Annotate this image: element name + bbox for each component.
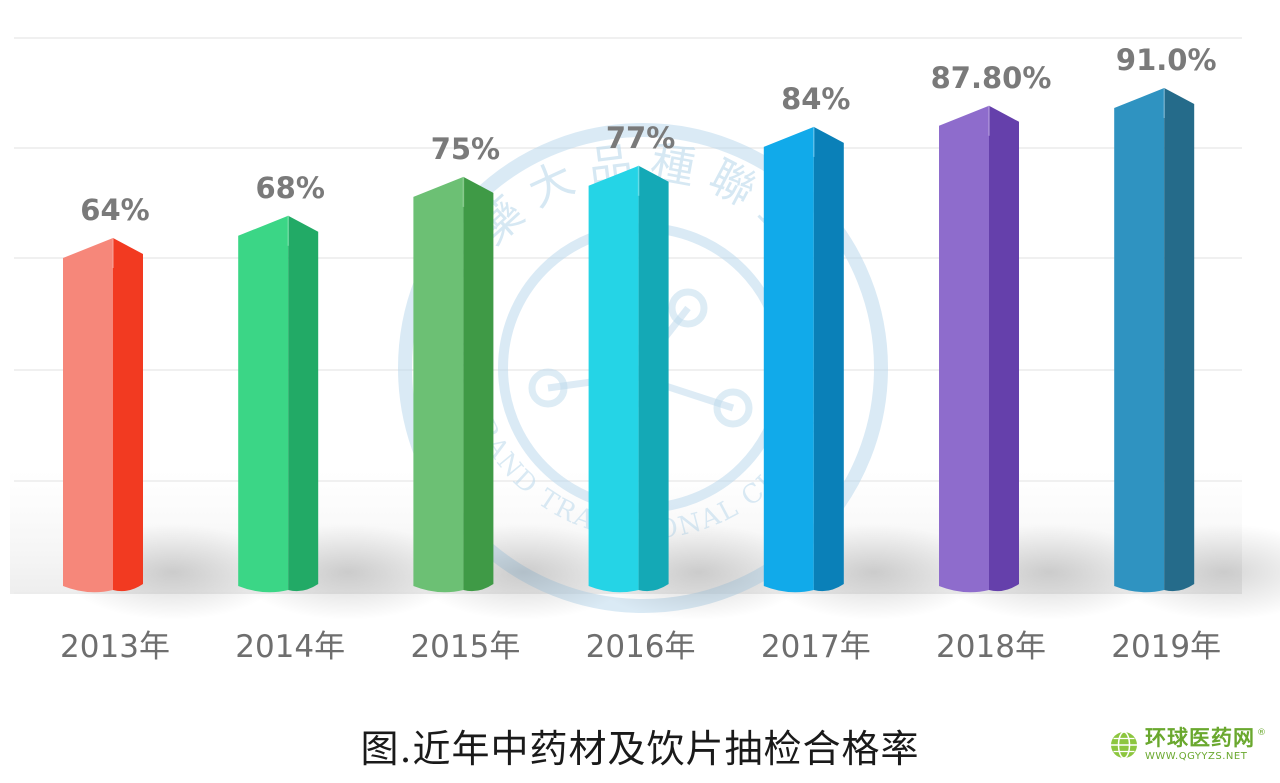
- x-tick-label: 2018年: [936, 629, 1046, 665]
- bar-side-face: [989, 105, 1019, 592]
- bar-2015年: [413, 176, 494, 593]
- brand-name: 环球医药网: [1145, 726, 1255, 750]
- registered-mark: ®: [1257, 728, 1266, 738]
- chart-title: 图.近年中药材及饮片抽检合格率: [360, 727, 920, 771]
- globe-icon: [1111, 731, 1137, 759]
- bar-side-face: [463, 176, 494, 592]
- data-label: 75%: [431, 132, 500, 166]
- x-tick-label: 2014年: [235, 629, 345, 665]
- x-tick-label: 2019年: [1111, 629, 1221, 665]
- molecule-node: [528, 368, 568, 408]
- bar-side-face: [113, 238, 143, 592]
- bar-front-face: [63, 238, 113, 593]
- bar-chart: 中藥大品種聯盟BIG BRAND TRADITIONAL CHINESE MED…: [0, 0, 1280, 665]
- x-tick-label: 2013年: [60, 629, 170, 665]
- bar-front-face: [413, 176, 464, 593]
- bar-2013年: [63, 238, 143, 593]
- data-label: 87.80%: [931, 61, 1052, 95]
- bar-front-face: [939, 105, 989, 593]
- bar-2016年: [588, 165, 669, 593]
- bar-2017年: [763, 126, 844, 593]
- data-label: 84%: [781, 82, 850, 116]
- bar-front-face: [588, 165, 639, 593]
- bar-front-face: [763, 126, 814, 593]
- bars: [63, 88, 1195, 593]
- brand-url: WWW.QGYYZS.NET: [1145, 751, 1248, 762]
- bar-front-face: [1114, 88, 1165, 593]
- data-labels: 64% 68% 75% 77% 84% 87.80% 91.0%: [80, 43, 1216, 227]
- x-axis-ticks: 2013年 2014年 2015年 2016年 2017年 2018年 2019年: [60, 629, 1221, 665]
- bar-2019年: [1114, 88, 1195, 593]
- data-label: 64%: [80, 193, 149, 227]
- x-tick-label: 2015年: [410, 629, 520, 665]
- bar-side-face: [638, 165, 669, 592]
- x-tick-label: 2017年: [761, 629, 871, 665]
- brand-logo: 环球医药网 WWW.QGYYZS.NET ®: [1109, 728, 1266, 762]
- data-label: 91.0%: [1116, 43, 1217, 77]
- data-label: 77%: [606, 121, 675, 155]
- bar-side-face: [288, 215, 319, 592]
- x-tick-label: 2016年: [586, 629, 696, 665]
- bar-2014年: [238, 215, 319, 593]
- bar-2018年: [939, 105, 1019, 593]
- bar-front-face: [238, 215, 289, 593]
- molecule-node: [668, 288, 708, 328]
- molecule-node: [713, 388, 753, 428]
- chart-area: 中藥大品種聯盟BIG BRAND TRADITIONAL CHINESE MED…: [0, 0, 1280, 665]
- data-label: 68%: [255, 171, 324, 205]
- bar-side-face: [1164, 88, 1195, 592]
- bar-side-face: [813, 126, 844, 592]
